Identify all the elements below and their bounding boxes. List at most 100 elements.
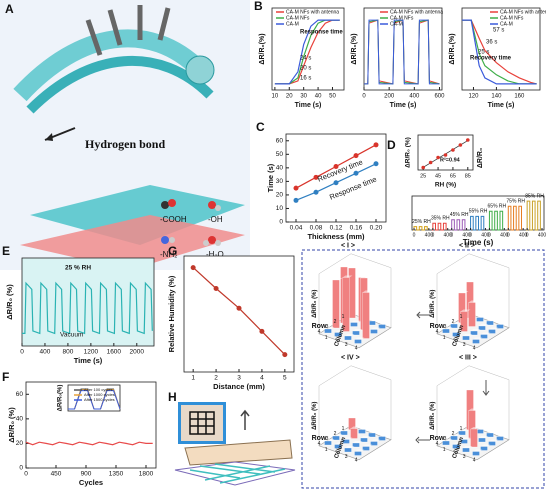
series-line [462, 19, 537, 85]
legend-label: After 1000 cycles [84, 392, 115, 397]
fiber-bundle [13, 29, 207, 102]
bar-top [358, 427, 369, 430]
x-tick-label: 0 [526, 232, 529, 238]
column-tick-label: 4 [355, 457, 358, 463]
arrow [240, 409, 250, 430]
column-tick-label: 2 [335, 450, 338, 456]
bar-top [362, 444, 373, 447]
x-tick-label: 45 [435, 173, 441, 179]
row-tick-label: 3 [444, 324, 447, 330]
back-walls [318, 365, 392, 446]
data-point [421, 165, 426, 170]
x-tick-label: 5 [283, 375, 287, 382]
illustration-a: A Hydrogen bond -COOH -OH -NH₂ -H₂O [0, 0, 250, 270]
bar-top [368, 431, 379, 433]
group-label: -H₂O [206, 250, 224, 259]
x-tick-label: 25 [420, 173, 426, 179]
x-tick-label: 160 [514, 94, 525, 100]
y-axis-label: ΔR/R₀(%) [259, 33, 266, 64]
hydrogen-bond-label: Hydrogen bond [85, 137, 165, 151]
y-axis-label: ΔR/R₀ (%) [405, 137, 412, 168]
bar-top [324, 327, 335, 329]
bar-front [462, 335, 470, 341]
x-tick-label: 50 [329, 94, 336, 100]
annotation: 20 s [300, 66, 311, 72]
annotation: Vacuum [60, 332, 83, 339]
annotation: 57 s [493, 28, 504, 34]
bar-top [470, 329, 481, 331]
row-tick-label: 1 [342, 426, 345, 432]
x-tick-label: 40 [315, 94, 322, 100]
x-axis-label: Time (s) [295, 102, 322, 109]
column-tick-label: 3 [345, 342, 348, 348]
x-tick-label: 800 [62, 349, 73, 356]
bar-top [342, 437, 353, 440]
y-axis-label: ΔR/R₀(%) [58, 385, 64, 412]
pulse [488, 210, 504, 231]
plot-frame [271, 7, 345, 91]
x-tick-label: 1800 [139, 471, 154, 478]
row-label: Row [312, 435, 327, 442]
x-axis-label: Time (s) [74, 356, 103, 365]
x-tick-label: 400 [538, 232, 546, 238]
group-label: -NH₂ [160, 250, 177, 259]
bar-front [470, 428, 478, 448]
annotation: 36 s [486, 40, 497, 46]
row-tick-label: 3 [326, 324, 329, 330]
x-tick-label: 85 [465, 173, 471, 179]
panel-title: < III > [459, 355, 477, 362]
legend-label: CA-M [390, 21, 403, 27]
x-tick-label: 400 [409, 94, 420, 100]
x-axis-label: Distance (mm) [213, 382, 265, 391]
x-tick-label: 400 [481, 232, 490, 238]
data-point [213, 285, 219, 291]
x-tick-label: 1350 [109, 471, 124, 478]
series-line [462, 19, 537, 85]
bar-top [344, 334, 355, 336]
x-tick-label: 0 [20, 349, 24, 356]
bar-top [468, 300, 479, 303]
bar-front [354, 451, 362, 456]
series-line [274, 19, 340, 85]
bar-top [340, 429, 351, 431]
pulse [413, 226, 428, 231]
bar-top [466, 280, 477, 282]
x-tick-label: 0 [507, 232, 510, 238]
bar-top [458, 291, 469, 293]
back-walls [436, 253, 510, 334]
bar-top [350, 320, 361, 323]
back-walls [436, 365, 510, 446]
bar-top [378, 434, 389, 437]
group-label: -COOH [160, 215, 187, 224]
row-tick-label: 2 [334, 431, 337, 437]
y-tick-label: 60 [16, 391, 24, 398]
bar-top [370, 439, 381, 442]
x-tick-label: 0 [413, 232, 416, 238]
legend-label: CA-M [286, 21, 299, 27]
x-tick-label: 2 [214, 375, 218, 382]
x-tick-label: 400 [462, 232, 471, 238]
legend-label: CA-M NFs with antenna [286, 9, 339, 15]
x-axis-label: Thickness (mm) [307, 232, 365, 241]
legend-label: CA-M NFs with antenna [500, 9, 546, 15]
bar-top [362, 290, 373, 293]
z-axis-label: ΔR/R₀ (%) [430, 290, 436, 318]
data-point [333, 163, 339, 169]
bar-top [460, 437, 471, 440]
x-axis-label: Cycles [79, 478, 103, 487]
y-tick-label: 40 [276, 165, 284, 172]
x-tick-label: 120 [468, 94, 479, 100]
x-tick-label: 0 [431, 232, 434, 238]
panel-i-frame [301, 249, 545, 489]
series-line [364, 19, 440, 85]
x-tick-label: 400 [425, 232, 434, 238]
row-label: Row [430, 435, 445, 442]
data-point [313, 174, 319, 180]
row-tick-label: 4 [318, 329, 321, 335]
data-point [293, 197, 299, 203]
fiber-end [185, 55, 215, 85]
category-label: 55% RH [469, 209, 488, 215]
column-tick-label: 4 [355, 345, 358, 351]
plot-frame [183, 255, 295, 373]
category-label: 85% RH [525, 193, 544, 199]
